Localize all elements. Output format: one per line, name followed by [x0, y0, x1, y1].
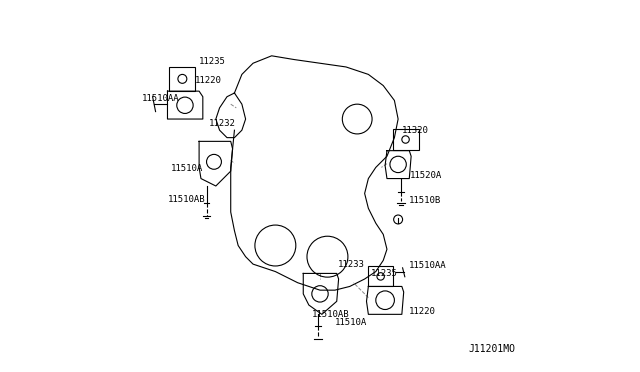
Bar [369, 266, 392, 286]
Text: 11235: 11235 [371, 269, 398, 278]
Text: 11233: 11233 [337, 260, 364, 269]
Text: 11510B: 11510B [410, 196, 442, 205]
Text: 11220: 11220 [408, 307, 435, 316]
Text: 11520A: 11520A [410, 171, 442, 180]
Text: 11220: 11220 [195, 76, 221, 85]
Text: J11201MO: J11201MO [468, 344, 516, 354]
Text: 11510AA: 11510AA [410, 262, 447, 270]
Text: 11510AA: 11510AA [141, 94, 179, 103]
Text: 11510AB: 11510AB [168, 195, 206, 204]
Text: 11510AB: 11510AB [312, 310, 349, 319]
Text: 11232: 11232 [209, 119, 236, 128]
Text: 11510A: 11510A [335, 318, 367, 327]
Bar [392, 129, 419, 150]
Text: 11510A: 11510A [170, 164, 203, 173]
Text: 11235: 11235 [199, 57, 226, 66]
Bar [170, 67, 195, 91]
Text: 11320: 11320 [402, 126, 429, 135]
